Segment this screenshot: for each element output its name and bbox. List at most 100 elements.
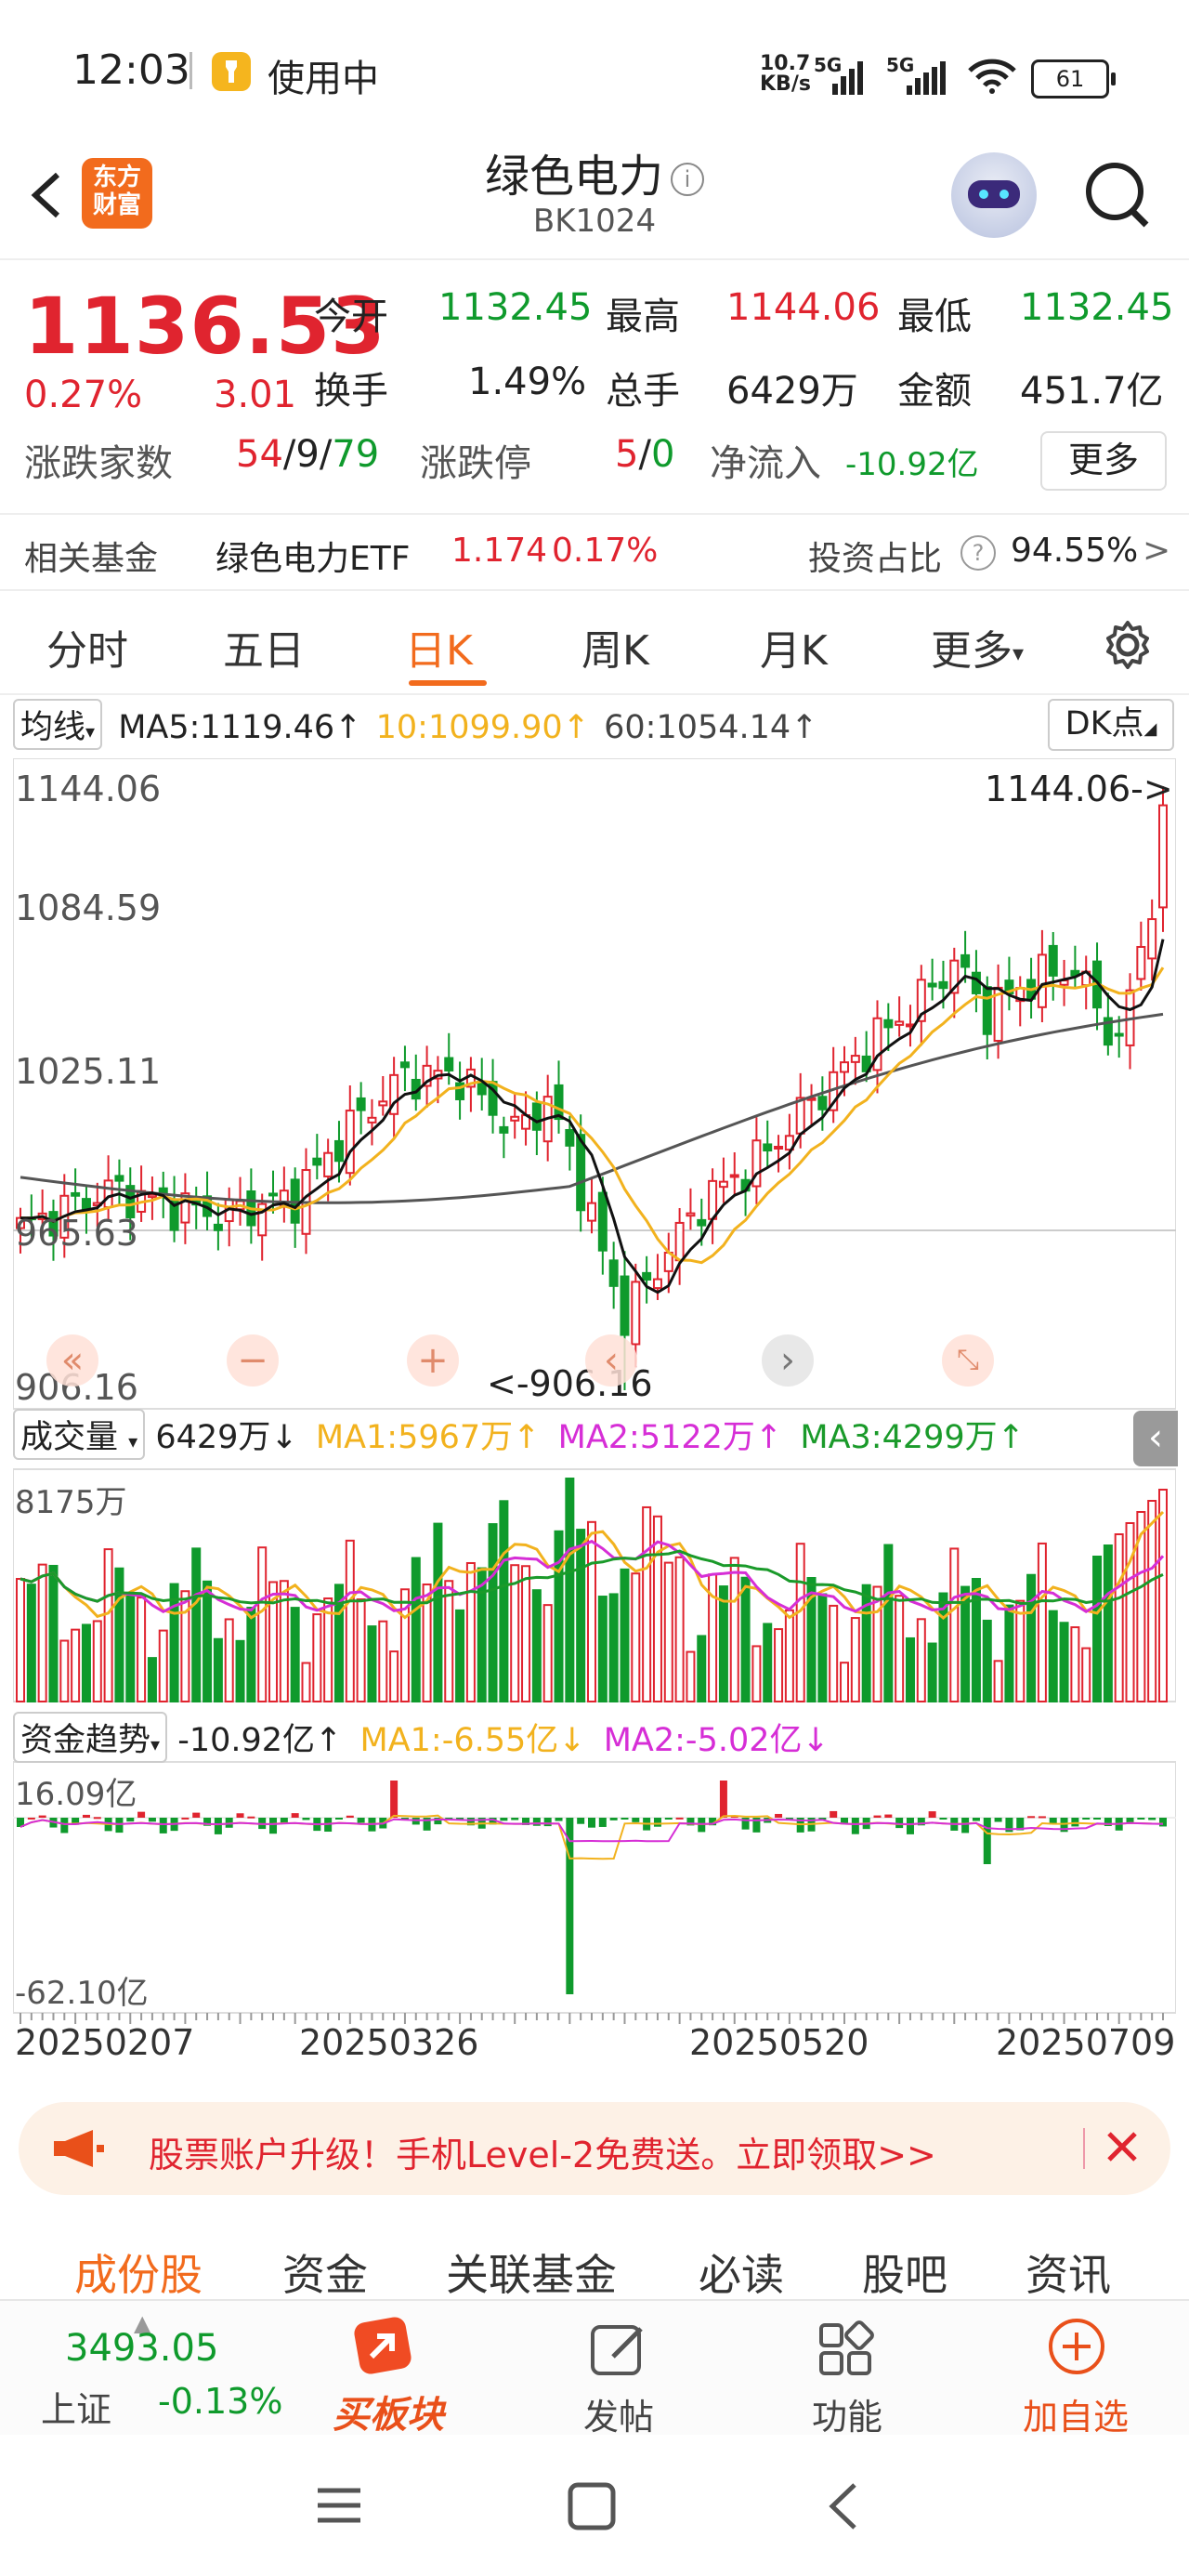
tab-capital[interactable]: 资金 xyxy=(282,2250,368,2300)
tab-more-label: 更多 xyxy=(931,627,1013,675)
info-icon[interactable]: i xyxy=(671,163,704,196)
collapse-panel-button[interactable]: ‹ xyxy=(1133,1411,1178,1466)
volume-bar xyxy=(1103,1544,1113,1702)
cashflow-selector[interactable]: 资金趋势▾ xyxy=(13,1712,168,1763)
cashflow-bar xyxy=(181,1817,189,1820)
breadth-values: 54/9/79 xyxy=(236,433,379,476)
date-label-4: 20250709 xyxy=(996,2022,1176,2063)
scroll-left-fast-button[interactable]: « xyxy=(46,1334,98,1387)
ma-legend: 均线▾ MA5:1119.46↑ 10:1099.90↑ 60:1054.14↑ xyxy=(13,699,818,750)
tab-more[interactable]: 更多▾ xyxy=(931,617,1024,677)
tab-must-read[interactable]: 必读 xyxy=(699,2250,784,2300)
expand-icon[interactable]: ⤡ xyxy=(942,1334,994,1387)
tab-constituents[interactable]: 成份股 xyxy=(74,2250,203,2300)
functions-icon[interactable] xyxy=(814,2318,879,2386)
cashflow-bar xyxy=(598,1818,607,1827)
back-button[interactable] xyxy=(20,167,76,223)
cashflow-bar xyxy=(357,1818,365,1823)
tab-intraday[interactable]: 分时 xyxy=(46,627,128,675)
zoom-in-button[interactable]: + xyxy=(407,1334,459,1387)
banner-divider xyxy=(1083,2128,1085,2169)
candle xyxy=(565,1128,575,1147)
add-watchlist-label[interactable]: 加自选 xyxy=(1022,2397,1129,2438)
open-value: 1132.45 xyxy=(438,286,593,329)
candle xyxy=(652,1278,662,1290)
kline-chart[interactable]: 1144.06 1084.59 1025.11 965.63 906.16 11… xyxy=(13,758,1176,2106)
cashflow-bar xyxy=(280,1818,288,1824)
search-icon[interactable] xyxy=(1083,158,1152,232)
volume-bar xyxy=(59,1639,70,1702)
dk-label: DK点 xyxy=(1065,705,1144,743)
candle xyxy=(1103,1017,1113,1046)
cashflow-bar xyxy=(1159,1818,1167,1827)
eastmoney-logo: 东方 财富 xyxy=(82,158,152,229)
status-bar: 12:03 使用中 10.7 KB/s 5G 5G 61 xyxy=(0,0,1189,149)
close-icon[interactable] xyxy=(1096,2121,1148,2176)
volume-bar xyxy=(1081,1647,1091,1703)
cashflow-bar xyxy=(247,1816,255,1819)
volume-selector[interactable]: 成交量 ▾ xyxy=(13,1409,146,1460)
tab-five-day[interactable]: 五日 xyxy=(223,627,305,675)
related-fund-bar[interactable]: 相关基金 绿色电力ETF 1.174 0.17% 投资占比 ? 94.55% > xyxy=(0,513,1189,591)
cashflow-bar xyxy=(60,1818,69,1833)
cashflow-bar xyxy=(1016,1818,1025,1831)
cashflow-bar xyxy=(390,1781,399,1818)
fund-name: 绿色电力ETF xyxy=(216,540,411,578)
candle xyxy=(708,1179,718,1220)
functions-label[interactable]: 功能 xyxy=(811,2397,882,2438)
candle xyxy=(784,1135,794,1151)
breadth-sep: / xyxy=(282,433,296,476)
more-button[interactable]: 更多 xyxy=(1040,431,1167,491)
cashflow-bar xyxy=(566,1818,574,1994)
cashflow-bar xyxy=(752,1818,761,1833)
cashflow-bar xyxy=(555,1818,563,1821)
indicator-selector[interactable]: 均线▾ xyxy=(13,699,103,750)
dk-point-button[interactable]: DK点◢ xyxy=(1048,699,1174,751)
add-watchlist-icon[interactable] xyxy=(1044,2314,1109,2383)
volume-bar xyxy=(477,1567,487,1702)
cashflow-bar xyxy=(115,1818,124,1833)
compose-icon[interactable] xyxy=(585,2318,650,2386)
tab-forum[interactable]: 股吧 xyxy=(862,2250,947,2300)
volume-bar xyxy=(16,1578,25,1702)
ratio-value: 94.55% xyxy=(1011,532,1139,570)
cashflow-bar xyxy=(1060,1818,1068,1833)
candle xyxy=(345,1110,355,1175)
turnover-value: 1.49% xyxy=(468,361,587,403)
breadth-flat: 9 xyxy=(295,433,320,476)
promo-banner[interactable]: 股票账户升级！手机Level-2免费送。立即领取>> xyxy=(19,2102,1170,2195)
menu-icon[interactable] xyxy=(314,2483,364,2531)
help-icon[interactable]: ? xyxy=(960,535,996,571)
candle xyxy=(895,1020,905,1026)
index-value[interactable]: 3493.05 xyxy=(65,2327,219,2370)
candle xyxy=(333,1139,344,1163)
cashflow-bar xyxy=(302,1818,310,1820)
volume-bar xyxy=(444,1580,454,1703)
high-label: 最高 xyxy=(606,296,680,338)
buy-sector-icon[interactable] xyxy=(344,2314,422,2386)
robot-assistant-icon[interactable] xyxy=(951,152,1037,238)
buy-sector-label[interactable]: 买板块 xyxy=(333,2394,444,2437)
home-icon[interactable] xyxy=(567,2481,617,2535)
candle xyxy=(916,979,926,1022)
zoom-out-button[interactable]: − xyxy=(227,1334,279,1387)
system-back-icon[interactable] xyxy=(825,2481,862,2535)
scroll-right-button[interactable]: › xyxy=(762,1334,814,1387)
inflow-label: 净流入 xyxy=(710,442,821,485)
volume-bar xyxy=(554,1530,564,1703)
cashflow-bar xyxy=(785,1818,793,1820)
tab-daily-k[interactable]: 日K xyxy=(405,627,473,675)
candle xyxy=(399,1061,410,1069)
tab-weekly-k[interactable]: 周K xyxy=(581,627,649,675)
post-label[interactable]: 发帖 xyxy=(582,2397,654,2438)
tab-monthly-k[interactable]: 月K xyxy=(760,627,828,675)
tab-news[interactable]: 资讯 xyxy=(1026,2250,1111,2300)
price-tick-4: 965.63 xyxy=(15,1213,138,1254)
fund-label: 相关基金 xyxy=(24,540,159,578)
cashflow-bar xyxy=(895,1818,904,1829)
scroll-left-button[interactable]: ‹ xyxy=(585,1334,637,1387)
volume-bar xyxy=(333,1584,344,1702)
gear-icon[interactable] xyxy=(1102,619,1154,675)
tab-related-funds[interactable]: 关联基金 xyxy=(446,2250,617,2300)
candle xyxy=(960,953,971,968)
